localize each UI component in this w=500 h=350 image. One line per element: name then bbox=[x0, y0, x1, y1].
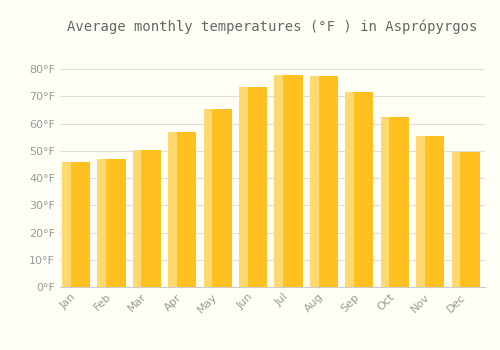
Bar bbox=[66, 162, 90, 287]
Bar bbox=[100, 159, 126, 287]
Bar bbox=[204, 109, 212, 287]
Bar bbox=[168, 132, 177, 287]
Bar bbox=[348, 92, 374, 287]
Bar bbox=[278, 75, 302, 287]
Bar bbox=[98, 159, 106, 287]
Bar bbox=[384, 117, 409, 287]
Bar bbox=[274, 75, 283, 287]
Bar bbox=[313, 76, 338, 287]
Bar bbox=[172, 132, 196, 287]
Bar bbox=[380, 117, 390, 287]
Bar bbox=[136, 149, 161, 287]
Bar bbox=[242, 87, 267, 287]
Title: Average monthly temperatures (°F ) in Asprópyrgos: Average monthly temperatures (°F ) in As… bbox=[68, 19, 478, 34]
Bar bbox=[452, 152, 460, 287]
Bar bbox=[133, 149, 141, 287]
Bar bbox=[416, 136, 425, 287]
Bar bbox=[346, 92, 354, 287]
Bar bbox=[310, 76, 318, 287]
Bar bbox=[420, 136, 444, 287]
Bar bbox=[207, 109, 232, 287]
Bar bbox=[62, 162, 70, 287]
Bar bbox=[239, 87, 248, 287]
Bar bbox=[455, 152, 479, 287]
